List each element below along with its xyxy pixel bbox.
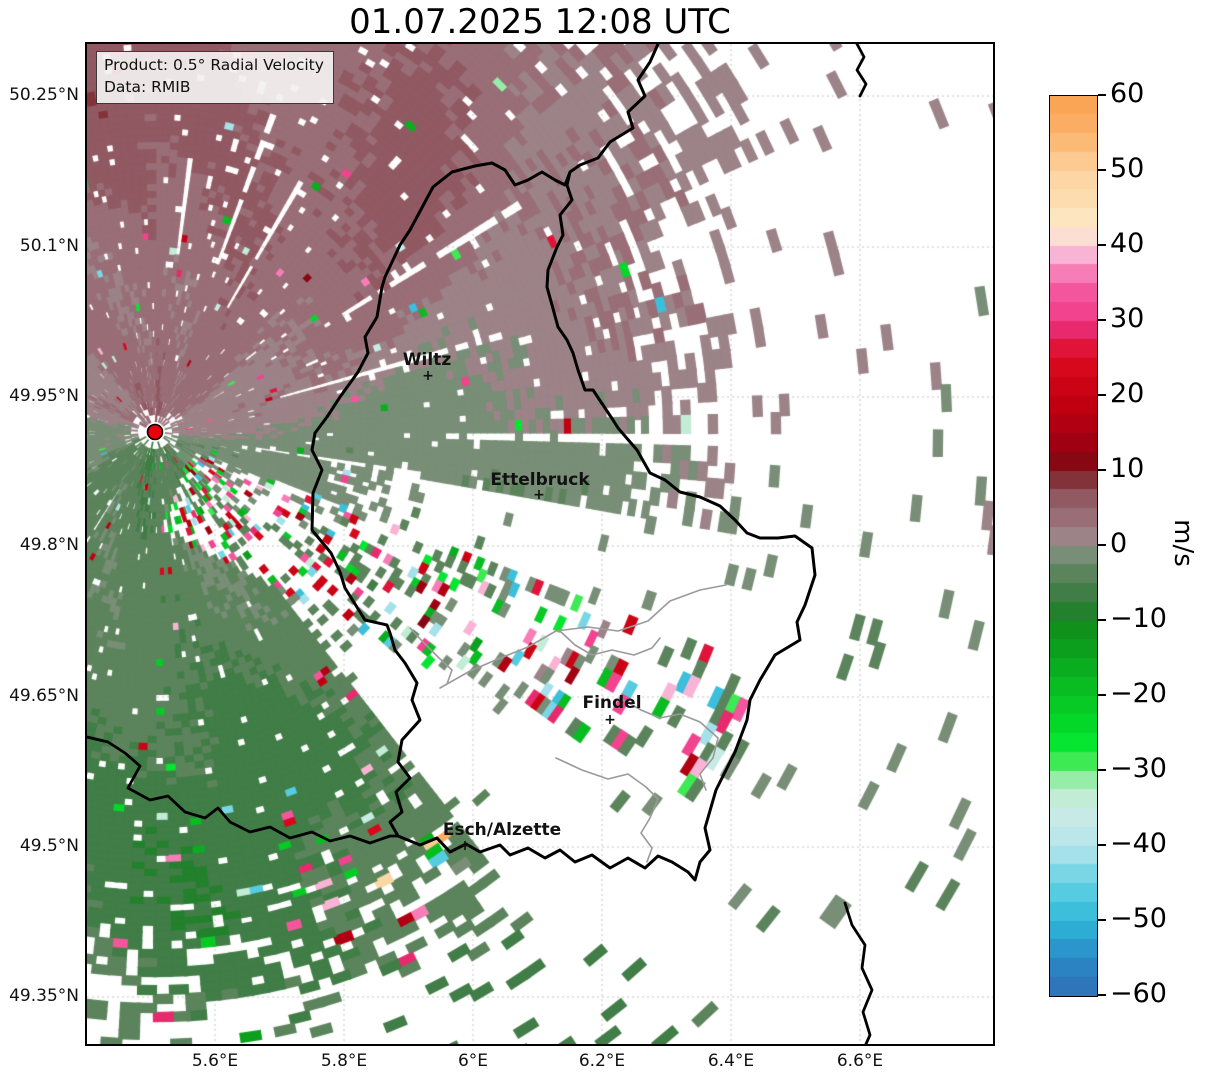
y-tick-label: 49.65°N xyxy=(9,686,79,706)
colorbar-tick-mark xyxy=(1098,244,1106,246)
map-panel: Product: 0.5° Radial Velocity Data: RMIB xyxy=(85,42,995,1046)
colorbar-tick-label: 40 xyxy=(1110,228,1145,259)
colorbar-tick-label: 0 xyxy=(1110,528,1128,559)
product-info-box: Product: 0.5° Radial Velocity Data: RMIB xyxy=(96,51,334,105)
colorbar-unit-label: m/s xyxy=(1168,519,1198,567)
x-tick-label: 6.6°E xyxy=(836,1051,884,1071)
colorbar-tick-mark xyxy=(1098,94,1106,96)
colorbar-tick-mark xyxy=(1098,844,1106,846)
colorbar xyxy=(1049,95,1098,997)
data-source-line: Data: RMIB xyxy=(104,77,191,96)
x-tick-label: 5.6°E xyxy=(191,1051,239,1071)
city-label: Esch/Alzette xyxy=(442,820,562,840)
district-border-line xyxy=(619,697,719,791)
x-tick-label: 6.2°E xyxy=(578,1051,626,1071)
y-tick-label: 50.1°N xyxy=(19,236,79,256)
city-marker: + xyxy=(604,712,616,729)
x-tick-label: 6.4°E xyxy=(707,1051,755,1071)
x-tick-label: 6°E xyxy=(457,1051,489,1071)
colorbar-tick-label: 50 xyxy=(1110,153,1145,184)
country-border-segment xyxy=(843,901,874,1044)
y-tick-label: 49.5°N xyxy=(19,836,79,856)
colorbar-tick-label: 20 xyxy=(1110,378,1145,409)
colorbar-tick-label: −40 xyxy=(1110,828,1167,859)
colorbar-gradient xyxy=(1050,96,1097,996)
colorbar-tick-mark xyxy=(1098,319,1106,321)
y-tick-label: 49.8°N xyxy=(19,535,79,555)
country-border-segment xyxy=(855,44,868,98)
city-label: Findel xyxy=(582,693,642,713)
country-border-segment xyxy=(87,735,400,845)
map-overlay xyxy=(87,44,874,1044)
district-border-line xyxy=(559,630,661,656)
product-info-line: Product: 0.5° Radial Velocity xyxy=(104,56,324,74)
colorbar-tick-mark xyxy=(1098,769,1106,771)
colorbar-tick-label: −10 xyxy=(1110,603,1167,634)
colorbar-tick-mark xyxy=(1098,169,1106,171)
colorbar-tick-mark xyxy=(1098,694,1106,696)
city-marker: + xyxy=(459,838,471,855)
colorbar-tick-mark xyxy=(1098,994,1106,996)
district-border-line xyxy=(439,584,727,689)
colorbar-tick-label: 60 xyxy=(1110,78,1145,109)
colorbar-tick-mark xyxy=(1098,619,1106,621)
figure-title: 01.07.2025 12:08 UTC xyxy=(349,2,731,42)
colorbar-tick-label: −50 xyxy=(1110,903,1167,934)
colorbar-tick-label: 10 xyxy=(1110,453,1145,484)
x-tick-label: 5.8°E xyxy=(320,1051,368,1071)
colorbar-tick-mark xyxy=(1098,469,1106,471)
y-tick-label: 49.95°N xyxy=(9,386,79,406)
city-label: Wiltz xyxy=(402,350,452,370)
radar-site-marker xyxy=(146,423,164,441)
colorbar-tick-label: −30 xyxy=(1110,753,1167,784)
y-tick-label: 50.25°N xyxy=(9,85,79,105)
city-marker: + xyxy=(422,368,434,385)
colorbar-tick-mark xyxy=(1098,544,1106,546)
district-border-line xyxy=(555,757,659,863)
colorbar-tick-label: 30 xyxy=(1110,303,1145,334)
city-marker: + xyxy=(533,487,545,504)
y-tick-label: 49.35°N xyxy=(9,986,79,1006)
velocity-field-canvas xyxy=(87,44,993,1044)
colorbar-tick-mark xyxy=(1098,394,1106,396)
colorbar-tick-label: −60 xyxy=(1110,978,1167,1009)
city-label: Ettelbruck xyxy=(490,470,590,490)
colorbar-tick-mark xyxy=(1098,919,1106,921)
colorbar-tick-label: −20 xyxy=(1110,678,1167,709)
district-border-line xyxy=(409,627,453,685)
country-border-luxembourg xyxy=(310,44,817,882)
